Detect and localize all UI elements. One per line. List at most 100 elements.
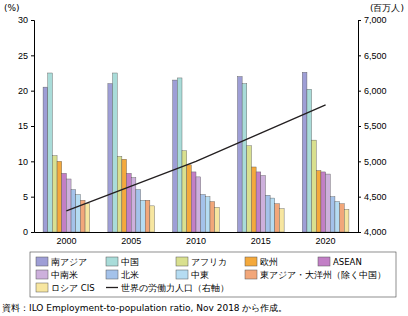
bar xyxy=(113,73,118,232)
bar-series xyxy=(62,172,326,232)
y-tick-label: 0 xyxy=(23,227,28,237)
y-tick-mark xyxy=(31,20,34,21)
bar xyxy=(279,209,284,232)
legend-swatch xyxy=(36,257,48,266)
legend-swatch xyxy=(36,283,48,292)
legend-item: ASEAN xyxy=(318,257,362,267)
bar-series xyxy=(80,200,344,232)
x-tick-label: 2005 xyxy=(121,236,141,246)
legend-label: アフリカ xyxy=(191,257,227,267)
y-tick-mark xyxy=(31,55,34,56)
y2-tick: 5,000 xyxy=(358,157,387,167)
bar xyxy=(122,159,127,232)
bar xyxy=(275,204,280,232)
y-tick: 15 xyxy=(18,121,34,131)
x-tick: 2015 xyxy=(251,232,271,246)
bar xyxy=(242,84,247,232)
legend-swatch xyxy=(36,270,48,279)
bar xyxy=(191,172,196,232)
y2-tick-mark xyxy=(358,91,361,92)
bar xyxy=(340,204,345,232)
legend-item: 北米 xyxy=(106,270,139,280)
bar xyxy=(205,197,210,232)
source: 資料：ILO Employment-to-population ratio, N… xyxy=(2,303,287,313)
y2-tick-label: 6,000 xyxy=(364,86,387,96)
legend-item: アフリカ xyxy=(176,257,227,267)
y2-axis-title: (百万人) xyxy=(370,3,404,13)
bar xyxy=(210,202,215,232)
y2-tick-label: 5,500 xyxy=(364,121,387,131)
y-tick-label: 25 xyxy=(18,51,28,61)
y2-tick-mark xyxy=(358,126,361,127)
legend-label: 東アジア・大洋州（除く中国） xyxy=(260,270,386,280)
legend-label: ASEAN xyxy=(333,257,362,267)
bar xyxy=(335,202,340,232)
bar-series xyxy=(52,140,316,232)
x-tick-label: 2015 xyxy=(251,236,271,246)
bar xyxy=(52,156,57,232)
bar-series xyxy=(57,159,321,232)
y-axis: 051015202530 xyxy=(18,15,35,237)
y-tick: 25 xyxy=(18,51,34,61)
bar-series xyxy=(71,190,335,232)
y2-tick-mark xyxy=(358,161,361,162)
bar xyxy=(237,77,242,232)
bar xyxy=(326,174,331,232)
bar xyxy=(321,172,326,232)
bar xyxy=(108,84,113,232)
legend-item: ロシア CIS xyxy=(36,283,95,293)
y2-tick: 5,500 xyxy=(358,121,387,131)
legend-swatch xyxy=(176,257,188,266)
legend-swatch xyxy=(176,270,188,279)
bar xyxy=(215,207,220,232)
bar-series xyxy=(66,174,330,232)
legend-frame xyxy=(30,252,396,297)
bar xyxy=(127,173,132,232)
bar xyxy=(344,209,349,232)
x-tick-label: 2000 xyxy=(56,236,76,246)
bar xyxy=(247,146,252,232)
y2-tick: 7,000 xyxy=(358,15,387,25)
bar xyxy=(316,171,321,232)
legend-item: 東アジア・大洋州（除く中国） xyxy=(245,270,386,280)
y-tick-label: 10 xyxy=(18,157,28,167)
legend-item: 中東 xyxy=(176,270,209,280)
bar xyxy=(71,190,76,232)
y-tick-mark xyxy=(31,126,34,127)
y2-tick-label: 5,000 xyxy=(364,157,387,167)
y2-axis-line xyxy=(359,21,362,233)
bar xyxy=(302,72,307,232)
y-tick-label: 5 xyxy=(23,192,28,202)
x-tick: 2020 xyxy=(316,232,336,246)
bar xyxy=(265,195,270,232)
chart: 0510152025304,0004,5005,0005,5006,0006,5… xyxy=(0,0,408,316)
bar xyxy=(150,206,155,232)
bar xyxy=(66,179,71,232)
legend-label: 中南米 xyxy=(51,270,78,280)
y2-tick-mark xyxy=(358,197,361,198)
bar-series xyxy=(43,72,307,232)
bar xyxy=(182,151,187,232)
legend-label: 北米 xyxy=(121,270,139,280)
bar xyxy=(145,200,150,232)
plot: 0510152025304,0004,5005,0005,5006,0006,5… xyxy=(18,15,387,246)
y-axis-title: (%) xyxy=(4,3,20,13)
bar xyxy=(312,140,317,232)
legend-item: 世界の労働力人口（右軸） xyxy=(106,283,229,293)
y-tick-mark xyxy=(31,91,34,92)
bar xyxy=(256,172,261,232)
legend-item: 中国 xyxy=(106,257,139,267)
x-axis: 2000 2005 2010 2015 2020 xyxy=(35,232,359,246)
bar xyxy=(76,195,81,232)
bar xyxy=(117,156,122,232)
y-tick-mark xyxy=(31,232,34,233)
bar xyxy=(62,173,67,232)
bar xyxy=(251,167,256,232)
y2-tick-label: 6,500 xyxy=(364,51,387,61)
x-tick: 2010 xyxy=(186,232,206,246)
legend-swatch xyxy=(106,270,118,279)
y2-tick: 4,500 xyxy=(358,192,387,202)
y2-tick-mark xyxy=(358,20,361,21)
bar xyxy=(48,73,53,232)
y-tick-label: 20 xyxy=(18,86,28,96)
